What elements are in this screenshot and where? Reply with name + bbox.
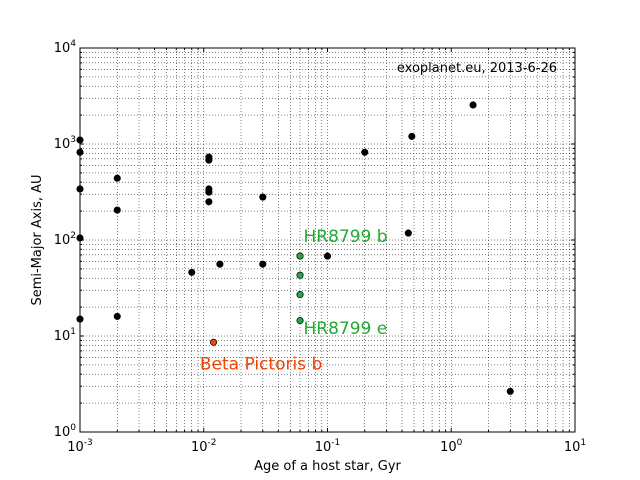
data-point: [296, 291, 304, 299]
data-point: [404, 229, 412, 237]
y-tick-label: 100: [54, 423, 77, 440]
annotation-label: HR8799 e: [304, 319, 388, 339]
y-tick-label: 103: [54, 135, 76, 152]
data-point: [296, 271, 304, 279]
data-point: [296, 316, 304, 325]
x-tick-label: 10-1: [315, 438, 341, 455]
data-point: [469, 101, 477, 109]
data-point: [259, 193, 267, 201]
data-point: [113, 174, 121, 182]
data-point: [205, 198, 213, 206]
data-point: [113, 312, 121, 320]
data-point: [361, 148, 369, 156]
x-axis-ticks: 10-3 10-2 10-1 100 101: [67, 48, 586, 455]
y-tick-label: 104: [54, 39, 77, 56]
grid-lines: [80, 48, 575, 432]
plot-frame: [79, 47, 576, 433]
data-point: [506, 387, 514, 395]
data-point: [188, 268, 196, 276]
data-point: [209, 338, 218, 346]
x-tick-label: 100: [440, 438, 463, 455]
data-point: [205, 156, 213, 164]
data-point: [216, 260, 224, 268]
x-tick-label: 101: [564, 438, 586, 455]
y-tick-label: 102: [54, 231, 76, 248]
y-axis-label: Semi-Major Axis, AU: [30, 174, 45, 305]
data-point: [259, 260, 267, 268]
data-point: [408, 132, 416, 140]
x-tick-label: 10-3: [67, 438, 93, 455]
annotations: HR8799 b HR8799 e Beta Pictoris b: [200, 227, 388, 374]
source-note: exoplanet.eu, 2013-6-26: [397, 61, 557, 76]
x-axis-label: Age of a host star, Gyr: [254, 459, 401, 474]
annotation-label: HR8799 b: [304, 227, 388, 247]
y-tick-label: 101: [54, 327, 76, 344]
data-point: [296, 252, 304, 260]
data-point: [205, 188, 213, 196]
x-tick-label: 10-2: [191, 438, 217, 455]
data-point: [323, 252, 332, 260]
data-point: [113, 206, 121, 214]
annotation-label: Beta Pictoris b: [200, 354, 322, 374]
